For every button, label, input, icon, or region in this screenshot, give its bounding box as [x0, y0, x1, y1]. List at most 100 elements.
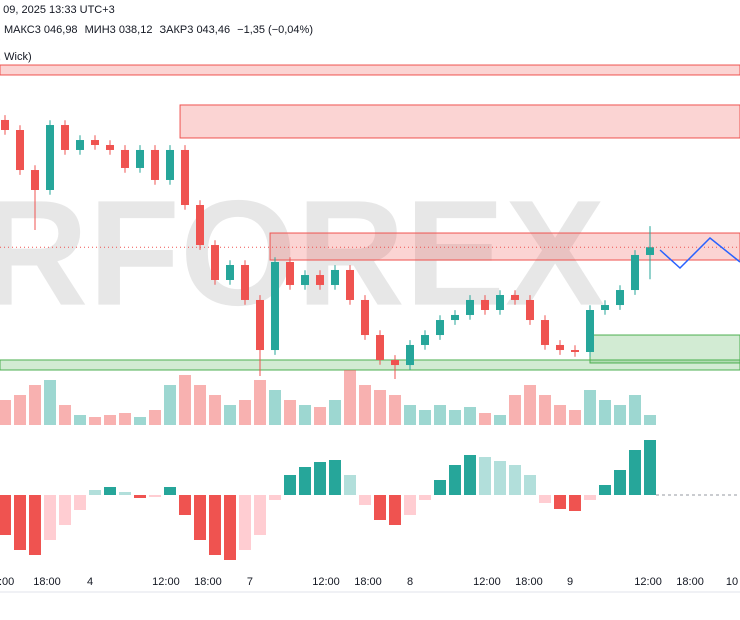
candle-body: [166, 149, 174, 180]
candle-body: [646, 247, 654, 255]
oscillator-bar: [629, 450, 641, 495]
projection-line: [659, 236, 740, 270]
volume-bar: [194, 385, 206, 425]
oscillator-bar: [599, 485, 611, 495]
oscillator-bar: [569, 495, 581, 511]
candle-body: [136, 149, 144, 168]
candle-body: [571, 350, 579, 352]
oscillator-bar: [74, 495, 86, 510]
header-date: р 09, 2025 13:33 UTC+3: [0, 4, 115, 16]
candle-body: [601, 305, 609, 310]
x-tick-label: 12:00: [473, 576, 501, 588]
volume-bar: [314, 407, 326, 425]
oscillator-bar: [344, 475, 356, 495]
oscillator-bar: [404, 495, 416, 515]
volume-bar: [464, 407, 476, 425]
candle-body: [331, 269, 339, 285]
candle-body: [1, 119, 9, 130]
volume-bar: [224, 405, 236, 425]
oscillator-bar: [509, 465, 521, 495]
volume-bar: [134, 417, 146, 425]
oscillator-bar: [14, 495, 26, 550]
volume-bar: [554, 405, 566, 425]
candle-body: [31, 170, 39, 190]
value: 3 046,98: [35, 24, 78, 36]
oscillator-bar: [419, 495, 431, 500]
oscillator-bar: [539, 495, 551, 503]
volume-bar: [119, 413, 131, 425]
candle-body: [256, 299, 264, 351]
volume-bar: [254, 380, 266, 425]
zone: [0, 64, 740, 76]
candle-body: [271, 262, 279, 351]
volume-bar: [434, 405, 446, 425]
candle-body: [616, 290, 624, 306]
value: 3 043,46: [187, 24, 230, 36]
oscillator-bar: [524, 475, 536, 495]
x-tick-label: 18:00: [33, 576, 61, 588]
oscillator-bar: [104, 487, 116, 495]
candle-body: [211, 245, 219, 280]
volume-bar: [344, 370, 356, 425]
x-tick-label: 18:00: [515, 576, 543, 588]
oscillator-bar: [284, 475, 296, 495]
candle-body: [76, 140, 84, 150]
volume-bar: [404, 405, 416, 425]
volume-bar: [359, 385, 371, 425]
candle-body: [631, 254, 639, 291]
oscillator-bar: [434, 480, 446, 495]
oscillator-bar: [59, 495, 71, 525]
change: −1,35 (−0,04%): [237, 24, 313, 36]
oscillator-bar: [389, 495, 401, 525]
volume-bar: [239, 400, 251, 425]
candle-body: [46, 125, 54, 190]
volume-bar: [164, 385, 176, 425]
x-tick-label: 12:00: [0, 576, 14, 588]
oscillator-bar: [299, 467, 311, 495]
candle-body: [346, 269, 354, 300]
volume-bar: [389, 395, 401, 425]
watermark: RFOREX: [0, 169, 605, 337]
oscillator-bar: [254, 495, 266, 535]
oscillator-bar: [29, 495, 41, 555]
oscillator-bar: [194, 495, 206, 540]
header-ohlc: МАКС3 046,98 МИН3 038,12 ЗАКР3 043,46 −1…: [4, 24, 313, 36]
oscillator-bar: [179, 495, 191, 515]
volume-bar: [209, 395, 221, 425]
candle-body: [451, 314, 459, 321]
volume-bar: [29, 385, 41, 425]
candle-body: [586, 310, 594, 352]
candle-body: [196, 205, 204, 246]
oscillator-bar: [494, 461, 506, 495]
x-tick-label: 12:00: [634, 576, 662, 588]
x-tick-label: 18:00: [676, 576, 704, 588]
candle-body: [466, 299, 474, 315]
candle-body: [376, 335, 384, 360]
oscillator-bar: [0, 495, 11, 535]
volume-bar: [284, 400, 296, 425]
volume-bar: [59, 405, 71, 425]
zone: [589, 334, 740, 364]
volume-bar: [419, 410, 431, 425]
volume-bar: [329, 400, 341, 425]
volume-bar: [74, 415, 86, 425]
volume-bar: [374, 390, 386, 425]
x-tick-label: 7: [247, 576, 253, 588]
oscillator-bar: [89, 490, 101, 495]
oscillator-bar: [119, 492, 131, 495]
x-tick-label: 4: [87, 576, 93, 588]
oscillator-bar: [224, 495, 236, 560]
oscillator-bar: [164, 487, 176, 495]
candle-body: [91, 140, 99, 145]
candle-body: [316, 275, 324, 285]
candle-body: [151, 149, 159, 180]
volume-bar: [179, 375, 191, 425]
oscillator-bar: [584, 495, 596, 500]
candle-body: [406, 344, 414, 366]
value: 3 038,12: [110, 24, 153, 36]
candle-body: [541, 320, 549, 345]
volume-bar: [449, 410, 461, 425]
x-tick-label: 8: [407, 576, 413, 588]
candle-body: [181, 149, 189, 205]
volume-bar: [104, 415, 116, 425]
